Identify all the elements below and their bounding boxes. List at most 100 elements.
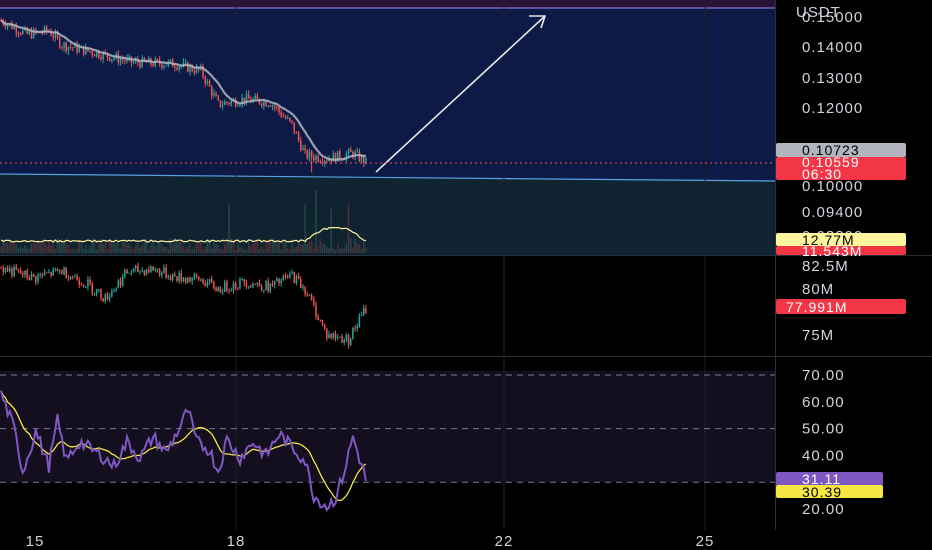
volume-bar (291, 238, 293, 253)
price-tick-label: 0.14000 (802, 39, 863, 56)
volume-bar (43, 240, 46, 253)
obv-candle (128, 272, 130, 274)
volume-bar (184, 248, 187, 253)
obv-candle (65, 267, 67, 279)
obv-candle (111, 291, 113, 297)
volume-bar (85, 245, 87, 253)
price-candle (6, 24, 9, 28)
price-candle (50, 31, 52, 36)
price-candle (278, 107, 280, 112)
volume-bar (78, 239, 81, 253)
volume-bar (195, 242, 198, 253)
volume-bar (304, 204, 306, 253)
volume-bar (252, 243, 254, 253)
obv-candle (295, 275, 298, 284)
last-price-tag-bg (776, 157, 906, 180)
volume-bar (165, 246, 167, 253)
price-candle (28, 31, 31, 34)
obv-candle (130, 272, 133, 274)
obv-candle (61, 270, 63, 274)
obv-candle (2, 267, 5, 273)
price-candle (360, 155, 363, 162)
quote-unit-label: USDT (796, 4, 841, 21)
volume-bar (134, 245, 137, 253)
volume-bar (315, 190, 317, 253)
obv-candle (317, 316, 319, 320)
obv-candle (219, 287, 222, 293)
obv-candle (141, 270, 143, 272)
volume-bar (28, 248, 31, 253)
obv-candle (89, 279, 91, 284)
obv-candle (106, 293, 109, 300)
price-axis: 0.15000 0.14000 0.13000 0.12000 0.10000 0.094… (802, 9, 863, 245)
price-zones (0, 0, 776, 483)
price-candle (169, 59, 172, 62)
volume-bar (284, 240, 287, 253)
price-candle (35, 29, 37, 32)
price-candle (176, 67, 178, 70)
obv-candle (165, 267, 167, 278)
obv-tag-bg (776, 299, 906, 314)
obv-candle (245, 282, 248, 288)
obv-candle (58, 270, 61, 272)
volume-bar (215, 244, 217, 253)
volume-bar (161, 243, 163, 253)
price-candle (85, 46, 87, 55)
price-candle (300, 140, 302, 151)
price-candle (326, 160, 328, 162)
obv-candle (108, 296, 111, 300)
price-candle (308, 151, 311, 159)
obv-candle (182, 278, 185, 282)
volume-bar (250, 245, 252, 253)
volume-bar (193, 247, 196, 253)
volume-bar (11, 241, 13, 253)
volume-bar (65, 239, 67, 253)
price-candle (26, 27, 28, 34)
volume-bar (341, 247, 343, 253)
price-candle (356, 151, 358, 153)
price-candle (217, 96, 220, 101)
obv-candle (28, 277, 31, 281)
volume-bar (52, 241, 54, 253)
volume-bar (178, 241, 180, 253)
volume-bar (158, 240, 161, 253)
obv-candle (252, 284, 254, 287)
volume-bar (187, 245, 189, 253)
volume-bar (328, 247, 330, 253)
volume-bar (93, 238, 96, 253)
volume-bar (91, 239, 94, 253)
volume-bar (321, 243, 324, 253)
obv-candle (48, 271, 50, 273)
volume-bar (189, 243, 191, 253)
obv-candle (260, 286, 263, 291)
top-band (0, 0, 775, 8)
obv-candle (204, 283, 206, 286)
rsi-lines (0, 374, 775, 512)
price-candle (184, 62, 187, 64)
volume-bar (128, 243, 130, 253)
obv-candle (321, 320, 324, 325)
volume-bar (19, 247, 22, 253)
obv-candle (117, 280, 120, 288)
volume-bar (61, 238, 63, 253)
zone-bottom-line (0, 173, 776, 182)
time-tick-label: 25 (696, 533, 715, 550)
volume-bar (343, 247, 345, 253)
volume-bar (260, 247, 263, 253)
volume-bar (219, 248, 222, 253)
price-candle (61, 47, 63, 49)
volume-bar (206, 241, 209, 253)
price-candle (63, 42, 65, 48)
price-candle (78, 47, 81, 52)
price-candle (82, 45, 85, 55)
price-candle (30, 31, 33, 38)
price-candle (98, 51, 100, 58)
obv-candle (278, 278, 280, 284)
obv-candle (13, 266, 15, 276)
volume-bar (102, 243, 104, 253)
volume-bar (156, 244, 159, 253)
obv-candle (176, 276, 178, 281)
price-candle (284, 116, 287, 119)
volume-bar (339, 248, 341, 253)
obv-candle (189, 277, 191, 282)
